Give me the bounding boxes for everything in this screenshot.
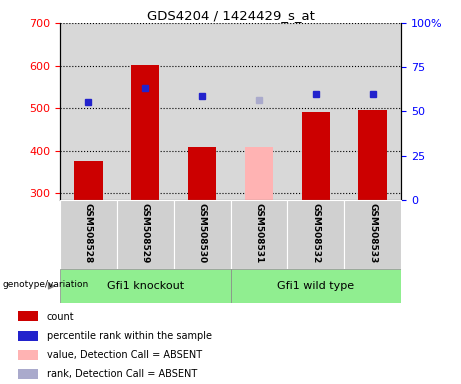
Bar <box>60 200 117 269</box>
Text: GSM508533: GSM508533 <box>368 203 377 263</box>
Bar <box>230 200 287 269</box>
Bar <box>301 113 330 200</box>
Bar <box>18 311 38 321</box>
Text: genotype/variation: genotype/variation <box>2 280 89 289</box>
Text: GSM508530: GSM508530 <box>198 203 207 263</box>
Text: count: count <box>47 312 75 322</box>
Text: value, Detection Call = ABSENT: value, Detection Call = ABSENT <box>47 350 202 360</box>
Text: GSM508528: GSM508528 <box>84 203 93 263</box>
Text: GSM508529: GSM508529 <box>141 203 150 263</box>
Bar <box>18 331 38 341</box>
Bar <box>188 147 216 200</box>
Text: Gfi1 knockout: Gfi1 knockout <box>106 281 184 291</box>
Bar <box>18 350 38 360</box>
Bar <box>117 200 174 269</box>
Title: GDS4204 / 1424429_s_at: GDS4204 / 1424429_s_at <box>147 9 314 22</box>
Text: rank, Detection Call = ABSENT: rank, Detection Call = ABSENT <box>47 369 197 379</box>
Text: GSM508531: GSM508531 <box>254 203 263 263</box>
Bar <box>74 161 102 200</box>
Bar <box>174 200 230 269</box>
Text: GSM508532: GSM508532 <box>311 203 320 263</box>
Bar <box>60 269 230 303</box>
Bar <box>358 110 387 200</box>
Bar <box>18 369 38 379</box>
Text: percentile rank within the sample: percentile rank within the sample <box>47 331 212 341</box>
Bar <box>287 200 344 269</box>
Bar <box>131 65 160 200</box>
Bar <box>344 200 401 269</box>
Bar <box>245 147 273 200</box>
Bar <box>230 269 401 303</box>
Text: Gfi1 wild type: Gfi1 wild type <box>277 281 355 291</box>
